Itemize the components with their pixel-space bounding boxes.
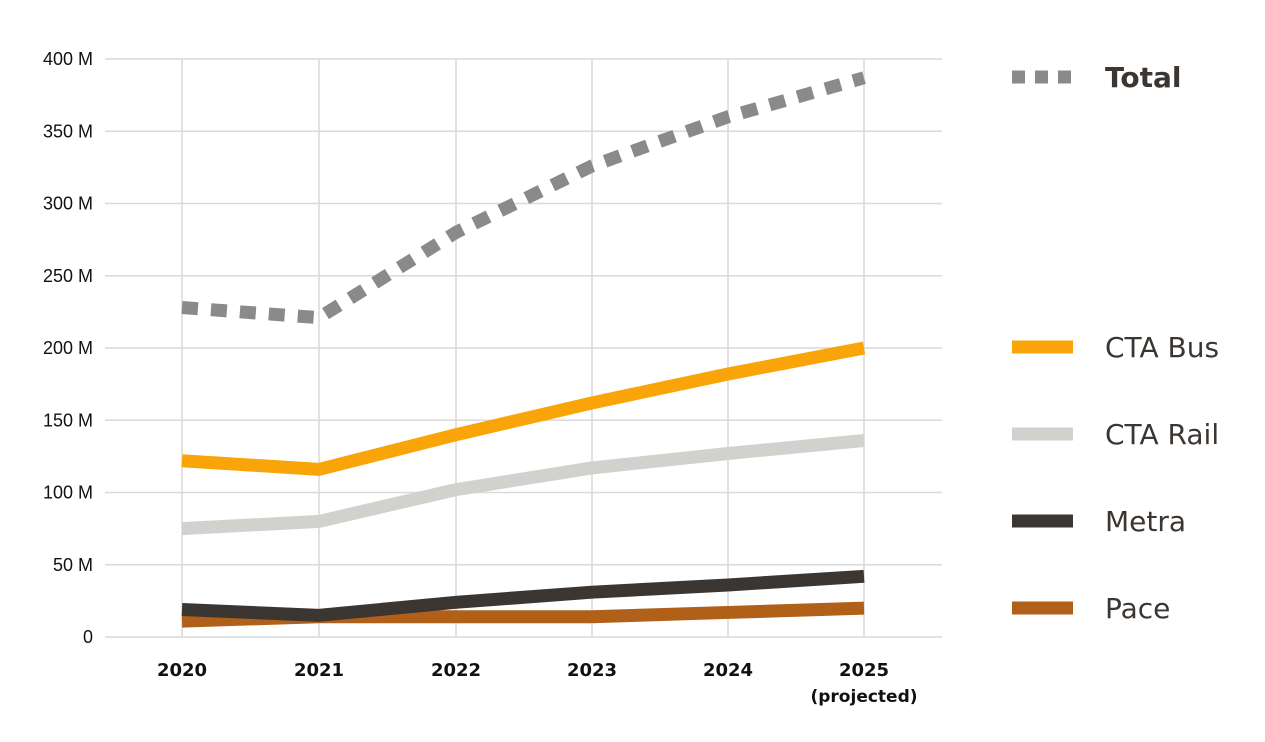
y-tick-label: 250 M [43,266,93,286]
legend-label-cta-bus: CTA Bus [1105,331,1219,364]
x-tick-label: 2023 [567,660,617,681]
x-tick-label: 2022 [431,660,481,681]
y-tick-label: 0 [83,627,93,647]
x-axis-tick-labels: 2020 2021 2022 2023 2024 2025 (projected) [157,660,918,707]
series-lines [181,71,866,628]
legend-label-metra: Metra [1105,505,1186,538]
x-tick-sublabel: (projected) [810,687,917,707]
y-tick-label: 50 M [53,555,93,575]
y-axis-tick-labels: 0 50 M 100 M 150 M 200 M 250 M 300 M 350 M 400 M [43,49,93,647]
series-line-total [181,71,866,325]
x-tick-label: 2025 [839,660,889,681]
legend: Total CTA Bus CTA Rail Metra Pace [1012,61,1219,625]
y-tick-label: 300 M [43,194,93,214]
legend-label-total: Total [1105,61,1182,94]
y-tick-label: 200 M [43,338,93,358]
x-tick-label: 2020 [157,660,207,681]
grid [105,58,942,638]
legend-label-cta-rail: CTA Rail [1105,418,1219,451]
y-tick-label: 350 M [43,121,93,141]
x-tick-label: 2021 [294,660,344,681]
x-tick-label: 2024 [703,660,753,681]
y-tick-label: 100 M [43,483,93,503]
series-line-metra [181,569,865,622]
series-line-cta-bus [181,341,866,476]
legend-label-pace: Pace [1105,592,1170,625]
y-tick-label: 150 M [43,410,93,430]
y-tick-label: 400 M [43,49,93,69]
series-line-cta-rail [181,434,865,536]
